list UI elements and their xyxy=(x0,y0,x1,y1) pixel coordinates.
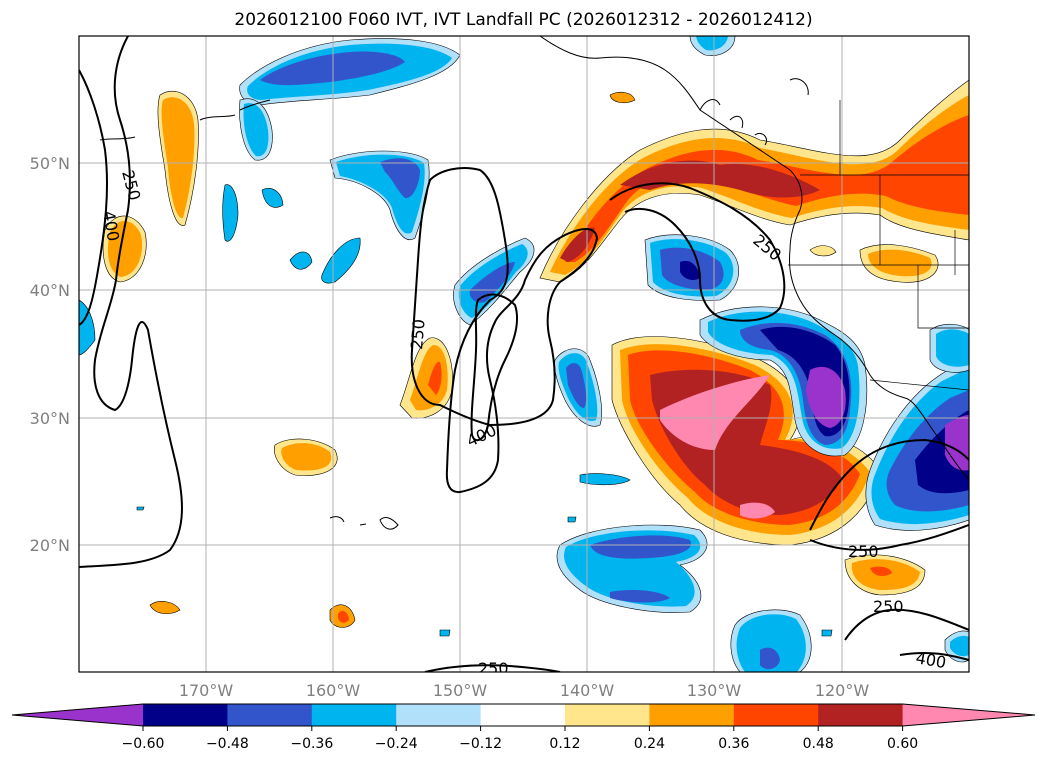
colorbar-tick-label: −0.12 xyxy=(459,736,502,752)
colorbar-extend-high xyxy=(902,704,1035,726)
colorbar-segment xyxy=(311,704,397,726)
lon-label-120w: 120°W xyxy=(815,681,870,700)
colorbar-tick-label: 0.12 xyxy=(549,736,580,752)
colorbar-tick-label: 0.24 xyxy=(634,736,665,752)
lat-label-20n: 20°N xyxy=(30,536,70,555)
map-plot-area: 250 400 250 400 250 250 250 400 250 xyxy=(79,36,969,678)
colorbar-segment xyxy=(818,704,904,726)
map-frame xyxy=(78,35,970,673)
colorbar-segment xyxy=(227,704,313,726)
colorbar-segment xyxy=(565,704,650,726)
colorbar-segment xyxy=(396,704,482,726)
colorbar-tick-label: −0.24 xyxy=(375,736,418,752)
colorbar: −0.60 −0.48 −0.36 −0.24 −0.12 0.12 0.24 0.36 0.4… xyxy=(11,703,1036,752)
colorbar-segment xyxy=(480,704,566,726)
contour-label: 250 xyxy=(478,659,509,678)
lon-label-130w: 130°W xyxy=(687,681,742,700)
ivt-contour-lines xyxy=(79,36,969,672)
lon-label-140w: 140°W xyxy=(560,681,615,700)
colorbar-tick-label: 0.36 xyxy=(718,736,749,752)
lon-label-170w: 170°W xyxy=(179,681,234,700)
contour-label: 250 xyxy=(873,597,904,616)
lon-label-150w: 150°W xyxy=(433,681,488,700)
colorbar-segment xyxy=(649,704,735,726)
lat-label-40n: 40°N xyxy=(30,281,70,300)
coastlines xyxy=(99,36,969,530)
lat-label-50n: 50°N xyxy=(30,154,70,173)
colorbar-tick-label: −0.48 xyxy=(206,736,249,752)
colorbar-tick-label: −0.60 xyxy=(122,736,165,752)
longitude-labels: 170°W 160°W 150°W 140°W 130°W 120°W xyxy=(179,681,870,700)
lon-label-160w: 160°W xyxy=(306,681,361,700)
colorbar-segment xyxy=(143,704,228,726)
contour-label: 250 xyxy=(848,542,879,561)
lat-label-30n: 30°N xyxy=(30,409,70,428)
north-america-coast xyxy=(539,36,969,481)
ivt-filled-contours xyxy=(79,36,969,672)
colorbar-segment xyxy=(733,704,819,726)
map-title: 2026012100 F060 IVT, IVT Landfall PC (20… xyxy=(234,10,813,30)
political-boundaries xyxy=(788,100,969,391)
latitude-labels: 50°N 40°N 30°N 20°N xyxy=(30,154,70,555)
colorbar-extend-low xyxy=(12,704,143,726)
colorbar-tick-label: −0.36 xyxy=(290,736,333,752)
contour-label: 400 xyxy=(914,648,947,672)
colorbar-tick-label: 0.48 xyxy=(803,736,834,752)
contour-label: 250 xyxy=(407,318,429,350)
colorbar-tick-label: 0.60 xyxy=(887,736,918,752)
